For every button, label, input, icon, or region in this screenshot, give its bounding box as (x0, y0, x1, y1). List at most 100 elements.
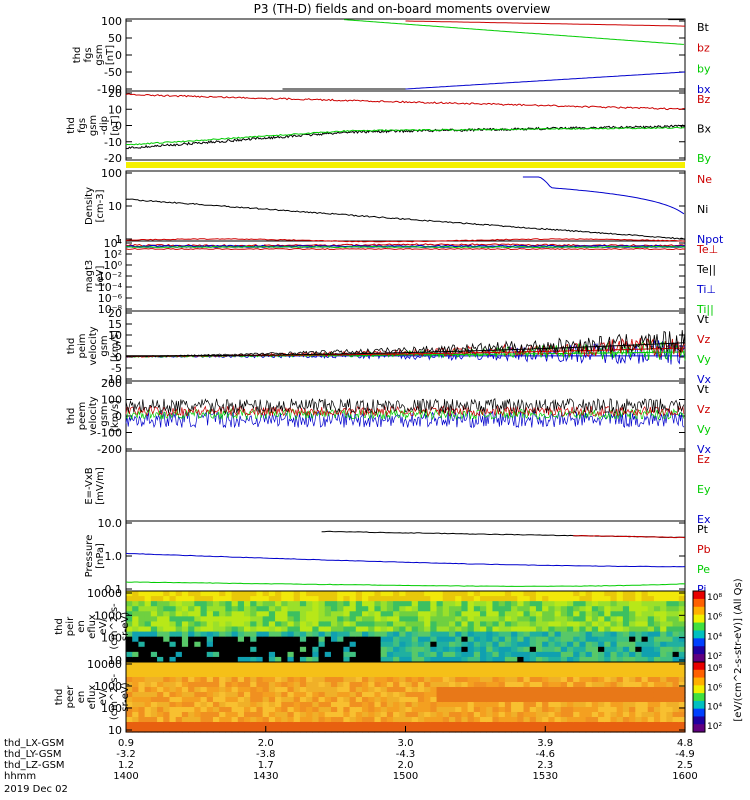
spectrogram-cell (138, 621, 146, 628)
spectrogram-cell (647, 656, 655, 663)
spectrogram-cell (306, 722, 313, 728)
spectrogram-cell (268, 621, 276, 628)
spectrogram-cell (194, 626, 202, 633)
spectrogram-cell (225, 667, 233, 673)
spectrogram-cell (312, 636, 320, 643)
spectrogram-cell (281, 616, 289, 623)
spectrogram-cell (622, 606, 630, 612)
spectrogram-cell (548, 656, 556, 663)
spectrogram-cell (194, 641, 202, 648)
spectrogram-cell (181, 697, 189, 703)
spectrogram-cell (566, 646, 574, 653)
spectrogram-cell (355, 626, 363, 633)
spectrogram-cell (641, 707, 649, 713)
spectrogram-cell (598, 707, 605, 713)
spectrogram-cell (212, 626, 220, 633)
spectrogram-cell (163, 712, 171, 718)
spectrogram-cell (293, 712, 301, 718)
spectrogram-cell (405, 646, 413, 653)
spectrogram-cell (324, 662, 332, 668)
spectrogram-cell (560, 656, 568, 663)
spectrogram-cell (275, 677, 282, 683)
spectrogram-cell (293, 702, 301, 708)
legend-vy: Vy (697, 423, 711, 436)
spectrogram-cell (380, 682, 388, 688)
spectrogram-cell (206, 636, 214, 643)
spectrogram-cell (181, 611, 189, 617)
spectrogram-cell (492, 702, 500, 708)
spectrogram-cell (535, 727, 543, 733)
spectrogram-cell (511, 636, 518, 643)
spectrogram-cell (566, 672, 574, 678)
xaxis-row-label: thd_LZ-GSM (4, 760, 65, 771)
spectrogram-cell (175, 727, 183, 733)
spectrogram-cell (250, 616, 258, 623)
spectrogram-cell (126, 692, 133, 698)
spectrogram-cell (324, 667, 332, 673)
legend-pt: Pt (697, 523, 709, 536)
spectrogram-cell (672, 636, 680, 643)
spectrogram-cell (281, 651, 289, 658)
spectrogram-cell (641, 687, 649, 693)
spectrogram-cell (225, 621, 233, 628)
spectrogram-cell (467, 717, 475, 723)
spectrogram-cell (610, 677, 618, 683)
spectrogram-cell (169, 631, 177, 638)
spectrogram-cell (262, 651, 270, 658)
spectrogram-cell (579, 611, 587, 617)
spectrogram-cell (591, 631, 599, 638)
spectrogram-cell (219, 687, 226, 693)
spectrogram-cell (529, 616, 537, 623)
spectrogram-cell (430, 712, 438, 718)
spectrogram-cell (337, 626, 344, 633)
spectrogram-cell (374, 702, 382, 708)
spectrogram-cell (542, 631, 549, 638)
spectrogram-cell (150, 656, 158, 663)
colorbar-swatch (693, 724, 705, 733)
spectrogram-cell (641, 621, 649, 628)
spectrogram-cell (250, 672, 258, 678)
spectrogram-cell (256, 611, 264, 617)
spectrogram-cell (653, 687, 661, 693)
spectrogram-cell (206, 682, 214, 688)
spectrogram-cell (585, 606, 593, 612)
spectrogram-cell (411, 601, 419, 607)
spectrogram-cell (647, 662, 655, 668)
spectrogram-cell (455, 631, 462, 638)
ytick-label: -5 (111, 362, 122, 375)
spectrogram-cell (244, 712, 251, 718)
ytick-label: -10 (104, 373, 122, 386)
spectrogram-cell (175, 697, 183, 703)
spectrogram-cell (585, 656, 593, 663)
spectrogram-cell (442, 717, 450, 723)
spectrogram-cell (244, 662, 251, 668)
spectrogram-cell (343, 646, 351, 653)
spectrogram-cell (144, 707, 152, 713)
spectrogram-cell (262, 611, 270, 617)
spectrogram-cell (281, 692, 289, 698)
spectrogram-cell (672, 651, 680, 658)
spectrogram-cell (212, 672, 220, 678)
spectrogram-cell (591, 616, 599, 623)
spectrogram-cell (480, 687, 487, 693)
spectrogram-cell (368, 626, 376, 633)
spectrogram-cell (312, 611, 320, 617)
spectrogram-cell (448, 636, 456, 643)
spectrogram-cell (461, 667, 469, 673)
spectrogram-cell (467, 646, 475, 653)
spectrogram-cell (268, 717, 276, 723)
spectrogram-cell (268, 641, 276, 648)
spectrogram-cell (542, 712, 549, 718)
spectrogram-cell (362, 672, 369, 678)
ytick-label: 200 (101, 377, 122, 390)
spectrogram-cell (542, 611, 549, 617)
spectrogram-cell (579, 697, 587, 703)
spectrogram-cell (281, 596, 289, 602)
spectrogram-cell (647, 727, 655, 733)
spectrogram-cell (486, 667, 494, 673)
spectrogram-cell (163, 636, 171, 643)
spectrogram-cell (163, 611, 171, 617)
spectrogram-cell (622, 702, 630, 708)
spectrogram-cell (368, 687, 376, 693)
spectrogram-cell (492, 601, 500, 607)
